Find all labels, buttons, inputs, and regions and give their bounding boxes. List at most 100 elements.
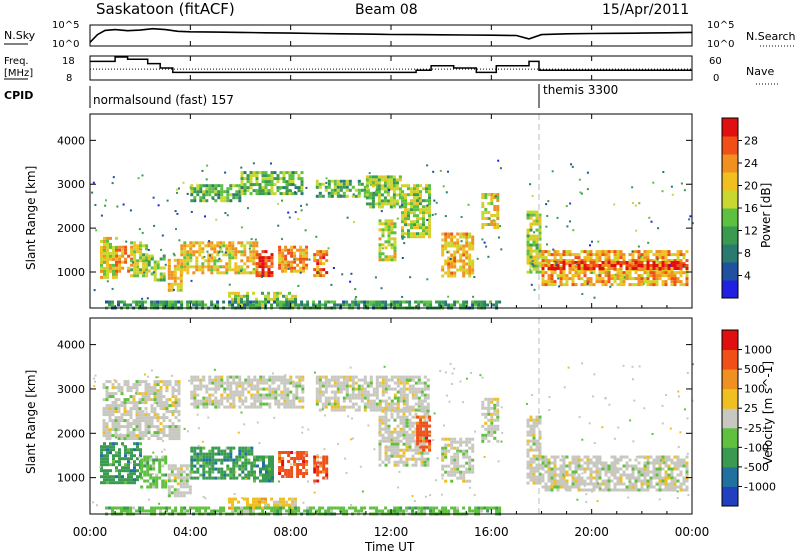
data-cell: [216, 253, 220, 257]
data-cell: [138, 392, 142, 396]
data-cell: [319, 274, 323, 278]
data-cell: [174, 303, 178, 307]
data-cell: [114, 401, 118, 405]
data-cell: [285, 294, 288, 298]
data-cell: [133, 469, 136, 473]
data-cell: [565, 470, 569, 474]
data-cell: [250, 452, 254, 456]
data-cell: [146, 485, 150, 489]
data-cell: [268, 473, 271, 477]
data-cell: [670, 268, 674, 272]
data-cell: [378, 237, 382, 241]
data-cell: [111, 303, 114, 307]
data-cell: [189, 256, 193, 260]
data-cell: [208, 402, 212, 406]
data-cell: [420, 399, 424, 403]
data-cell: [535, 267, 539, 271]
speckle-cell: [136, 265, 139, 268]
data-cell: [381, 393, 385, 397]
data-cell: [685, 264, 689, 267]
speckle-cell: [206, 250, 209, 253]
data-cell: [274, 375, 278, 379]
data-cell: [547, 485, 551, 489]
data-cell: [613, 458, 617, 462]
data-cell: [108, 428, 112, 432]
data-cell: [586, 464, 590, 468]
data-cell: [407, 229, 410, 233]
data-cell: [462, 449, 466, 453]
data-cell: [290, 475, 294, 478]
data-cell: [268, 393, 272, 397]
data-cell: [459, 232, 463, 236]
data-cell: [162, 275, 166, 279]
data-cell: [428, 229, 431, 233]
data-cell: [402, 381, 406, 385]
data-cell: [305, 454, 309, 457]
data-cell: [390, 439, 394, 443]
data-cell: [580, 271, 584, 275]
data-cell: [201, 303, 205, 307]
data-cell: [465, 238, 469, 242]
data-cell: [226, 190, 230, 194]
data-cell: [109, 242, 112, 246]
data-cell: [208, 393, 212, 397]
data-cell: [231, 503, 234, 507]
data-cell: [526, 460, 530, 464]
data-cell: [468, 241, 472, 245]
data-cell: [124, 251, 128, 255]
data-cell: [401, 199, 404, 203]
data-cell: [348, 378, 352, 382]
data-cell: [211, 378, 215, 382]
data-cell: [147, 398, 151, 402]
data-cell: [378, 405, 382, 409]
data-cell: [316, 271, 320, 275]
data-cell: [426, 402, 430, 406]
data-cell: [223, 199, 227, 203]
data-cell: [384, 421, 388, 425]
data-cell: [280, 381, 284, 385]
data-cell: [450, 265, 454, 269]
data-cell: [408, 427, 412, 431]
data-cell: [384, 418, 388, 422]
data-cell: [583, 280, 587, 284]
data-cell: [185, 464, 189, 468]
data-cell: [127, 466, 130, 470]
data-cell: [318, 390, 322, 394]
data-cell: [613, 470, 617, 474]
data-cell: [115, 248, 119, 252]
data-cell: [299, 266, 303, 270]
data-cell: [420, 381, 424, 385]
data-cell: [538, 415, 542, 419]
data-cell: [550, 476, 554, 480]
data-cell: [223, 381, 227, 385]
data-cell: [351, 300, 355, 304]
data-cell: [290, 469, 294, 472]
data-cell: [273, 500, 276, 504]
data-cell: [390, 225, 394, 229]
data-cell: [583, 488, 587, 492]
data-cell: [109, 442, 112, 446]
data-cell: [241, 402, 245, 406]
data-cell: [532, 243, 536, 247]
data-cell: [283, 393, 287, 397]
data-cell: [408, 457, 412, 461]
data-cell: [103, 272, 106, 276]
data-cell: [526, 261, 530, 265]
data-cell: [153, 269, 157, 273]
data-cell: [410, 208, 413, 212]
data-cell: [120, 401, 124, 405]
data-cell: [106, 481, 109, 485]
data-cell: [411, 433, 415, 437]
data-cell: [290, 466, 294, 469]
data-cell: [556, 259, 560, 263]
data-cell: [220, 393, 224, 397]
data-cell: [422, 424, 426, 428]
speckle-cell: [613, 203, 616, 206]
data-cell: [291, 500, 294, 504]
data-cell: [625, 277, 629, 281]
data-cell: [127, 463, 130, 467]
data-cell: [208, 387, 212, 391]
data-cell: [152, 479, 156, 483]
data-cell: [583, 256, 587, 260]
data-cell: [244, 458, 248, 462]
